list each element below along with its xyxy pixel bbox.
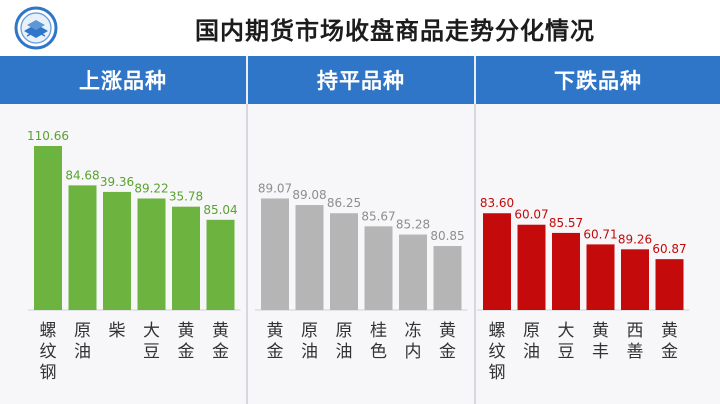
category-label-rising-4: 黄金 [178,321,195,362]
header-rising: 上涨品种 [79,69,167,93]
category-label-rising-1: 原油 [74,321,91,362]
category-label-falling-3: 黄丰 [592,321,609,362]
category-label-flat-2: 原油 [336,321,353,362]
bar-rising-0 [34,146,62,310]
value-label-falling-5: 60.87 [652,242,686,256]
category-label-flat-4: 冻内 [405,321,422,362]
page-title: 国内期货市场收盘商品走势分化情况 [195,16,595,45]
category-label-falling-0: 螺纹钢 [489,321,506,383]
value-label-falling-0: 83.60 [480,196,514,210]
header-divider [474,56,476,104]
panel-divider [474,104,476,404]
value-label-rising-3: 89.22 [134,181,168,195]
bar-rising-1 [68,185,97,310]
value-label-flat-2: 86.25 [327,196,361,210]
value-label-flat-3: 85.67 [361,209,395,223]
bar-flat-2 [330,213,358,310]
bar-rising-4 [172,206,200,310]
category-label-rising-0: 螺纹钢 [40,321,57,383]
value-label-falling-1: 60.07 [514,208,548,222]
category-label-flat-5: 黄金 [439,321,456,362]
category-label-falling-1: 原油 [523,321,540,362]
value-label-flat-1: 89.08 [292,188,326,202]
value-label-flat-5: 80.85 [430,229,464,243]
bar-flat-5 [433,246,462,310]
bar-falling-5 [655,259,684,310]
value-label-falling-2: 85.57 [549,216,583,230]
category-label-flat-3: 桂色 [370,321,387,362]
bar-falling-3 [586,244,615,310]
value-label-falling-4: 89.26 [618,232,652,246]
category-label-rising-5: 黄金 [212,321,229,362]
value-label-rising-4: 35.78 [169,190,203,204]
value-label-rising-5: 85.04 [203,203,237,217]
bar-flat-3 [364,226,393,310]
commodity-bar-chart: 110.66 螺纹钢 84.68 原油 39.36 柴 89.22 大豆 35.78 黄金 85.0… [27,129,690,383]
bar-flat-4 [399,234,427,310]
header-band [0,56,720,104]
header-divider [246,56,248,104]
bar-rising-3 [137,198,166,310]
value-label-rising-0: 110.66 [27,129,69,143]
value-label-rising-1: 84.68 [65,168,99,182]
category-label-falling-2: 大豆 [558,321,575,362]
category-label-flat-1: 原油 [301,321,318,362]
bar-rising-2 [103,191,131,310]
category-label-falling-4: 西善 [627,321,644,362]
header-flat: 持平品种 [317,69,405,93]
value-label-falling-3: 60.71 [583,227,617,241]
value-label-flat-4: 85.28 [396,218,430,232]
bar-falling-1 [517,224,546,310]
bar-falling-0 [483,213,511,310]
bar-flat-0 [261,198,289,310]
logo-icon [14,6,58,50]
bar-falling-2 [552,232,580,310]
title-bar: 国内期货市场收盘商品走势分化情况 [0,0,720,56]
category-label-flat-0: 黄金 [267,321,284,362]
header-falling: 下跌品种 [554,69,642,93]
category-label-rising-3: 大豆 [143,321,160,362]
bar-falling-4 [621,249,649,310]
bar-rising-5 [206,219,235,310]
bar-flat-1 [295,205,324,310]
value-label-flat-0: 89.07 [258,181,292,195]
panel-divider [246,104,248,404]
value-label-rising-2: 39.36 [100,175,134,189]
category-label-falling-5: 黄金 [661,321,678,362]
category-label-rising-2: 柴 [109,321,126,341]
